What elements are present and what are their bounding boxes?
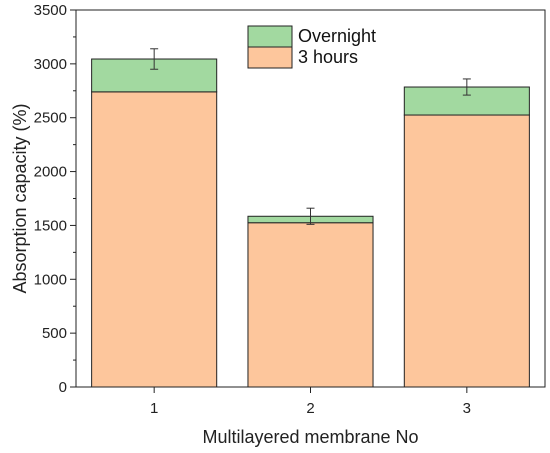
- x-axis-title: Multilayered membrane No: [202, 427, 418, 447]
- y-tick-label-3000: 3000: [34, 56, 67, 73]
- x-tick-label-2: 2: [306, 400, 314, 417]
- bar-3-hours-1: [91, 91, 218, 388]
- y-tick-label-2500: 2500: [34, 110, 67, 127]
- legend-label-overnight: Overnight: [298, 26, 376, 46]
- y-tick-label-2000: 2000: [34, 164, 67, 181]
- y-tick-label-1500: 1500: [34, 217, 67, 234]
- legend-label-3-hours: 3 hours: [298, 47, 358, 67]
- bar-3-hours-3: [403, 114, 530, 388]
- y-axis: 0 500 1000 1500 2000 2500 3000 3500: [34, 2, 76, 396]
- y-tick-label-3500: 3500: [34, 2, 67, 19]
- y-tick-label-0: 0: [59, 379, 67, 396]
- legend: Overnight 3 hours: [247, 25, 376, 69]
- x-tick-label-1: 1: [150, 400, 158, 417]
- legend-swatch-3-hours: [247, 46, 293, 69]
- legend-swatch-overnight: [247, 25, 293, 48]
- x-tick-label-3: 3: [463, 400, 471, 417]
- error-bars-group: [150, 48, 471, 225]
- y-tick-label-500: 500: [42, 325, 67, 342]
- y-tick-label-1000: 1000: [34, 271, 67, 288]
- y-axis-title: Absorption capacity (%): [10, 103, 30, 293]
- bar-3-hours-2: [247, 222, 374, 388]
- x-axis: 1 2 3: [150, 387, 471, 417]
